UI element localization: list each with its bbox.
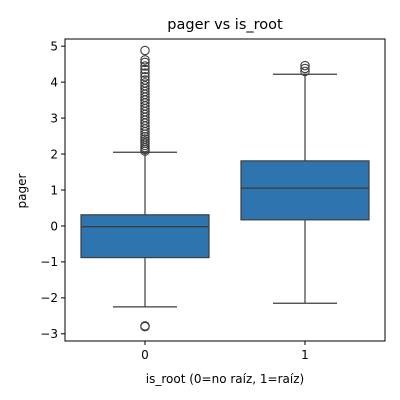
outlier-point — [140, 72, 150, 82]
y-tick-label: −3 — [40, 327, 58, 341]
y-tick-label: 3 — [50, 111, 58, 125]
chart-title: pager vs is_root — [167, 17, 283, 33]
x-axis-label: is_root (0=no raíz, 1=raíz) — [146, 372, 304, 386]
outlier-point — [140, 57, 150, 68]
outlier-point — [140, 45, 150, 56]
y-tick-label: 2 — [50, 147, 58, 161]
outlier-point — [140, 78, 150, 88]
outlier-point — [300, 66, 310, 77]
y-tick-label: 1 — [50, 183, 58, 197]
x-tick-label: 1 — [301, 348, 309, 362]
y-tick-label: 0 — [50, 219, 58, 233]
outlier-point — [140, 75, 150, 85]
y-tick-label: −2 — [40, 291, 58, 305]
outlier-point — [140, 321, 150, 332]
y-tick-label: 5 — [50, 39, 58, 53]
outlier-point — [140, 80, 150, 91]
box-iqr — [240, 160, 370, 221]
outlier-point — [140, 68, 150, 78]
plot-area — [80, 45, 370, 332]
x-tick-label: 0 — [141, 348, 149, 362]
axes: −3 −2 −1 0 1 2 3 4 5 0 1 — [40, 38, 386, 362]
y-axis-label: pager — [15, 173, 29, 208]
outlier-point — [140, 61, 150, 71]
outlier-point — [140, 55, 150, 65]
outlier-point — [140, 64, 150, 75]
outlier-point — [300, 63, 310, 74]
box-iqr — [80, 214, 210, 259]
y-tick-label: −1 — [40, 255, 58, 269]
y-tick-label: 4 — [50, 75, 58, 89]
outlier-point — [300, 60, 310, 71]
